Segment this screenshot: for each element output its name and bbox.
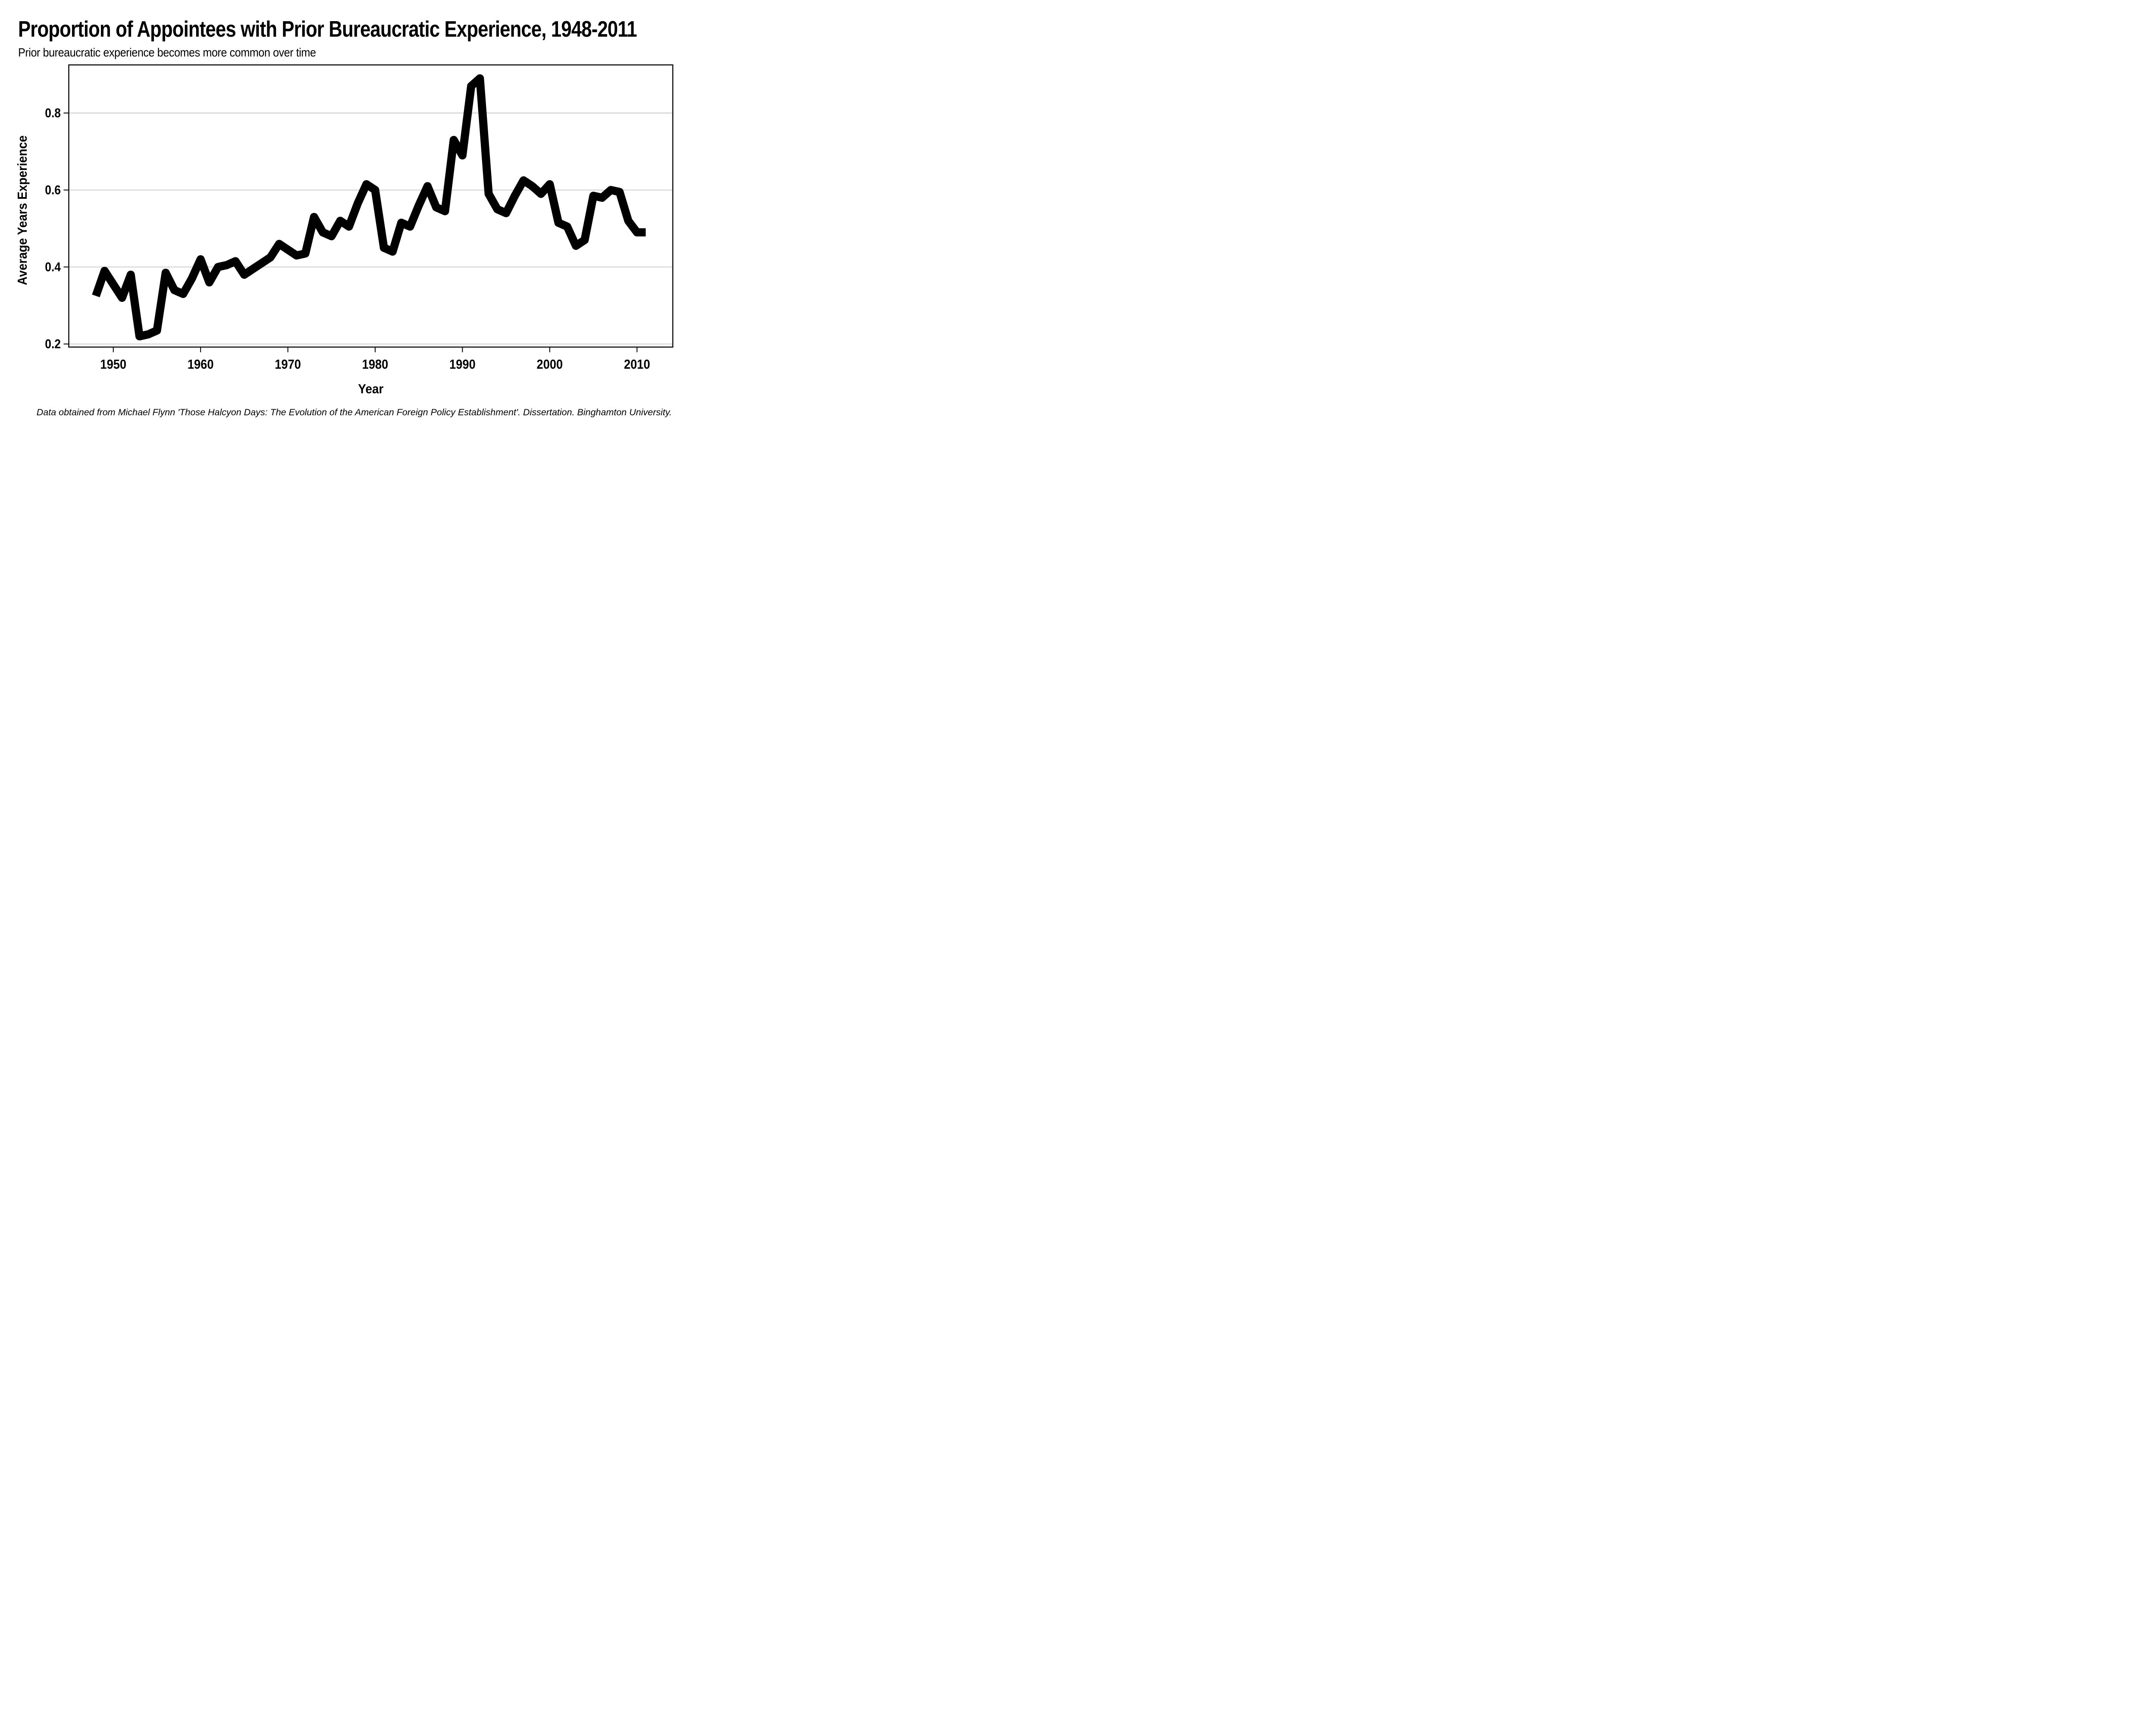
x-tick-label-1970: 1970 [275, 357, 301, 372]
chart-title: Proportion of Appointees with Prior Bure… [18, 17, 637, 42]
data-series-line [92, 74, 646, 341]
chart-subtitle: Prior bureaucratic experience becomes mo… [18, 46, 316, 59]
y-axis-label: Average Years Experience [15, 135, 30, 285]
plot-border [68, 64, 674, 348]
x-tick-label-1990: 1990 [449, 357, 476, 372]
chart-page: Proportion of Appointees with Prior Bure… [0, 0, 690, 431]
y-tick-label-0.4: 0.4 [45, 260, 61, 274]
y-tick-label-0.6: 0.6 [45, 182, 61, 197]
x-tick-label-1960: 1960 [188, 357, 214, 372]
x-tick-label-2000: 2000 [537, 357, 563, 372]
source-caption: Data obtained from Michael Flynn 'Those … [36, 407, 672, 417]
y-tick-label-0.2: 0.2 [45, 336, 61, 351]
x-axis-label: Year [358, 382, 383, 397]
x-tick-label-1950: 1950 [100, 357, 126, 372]
line-chart: 0.2 0.4 0.6 0.8 1950 1960 1970 1980 1990 2000 2010… [15, 64, 674, 397]
x-tick-label-2010: 2010 [624, 357, 650, 372]
x-tick-label-1980: 1980 [362, 357, 389, 372]
y-tick-label-0.8: 0.8 [45, 105, 61, 120]
